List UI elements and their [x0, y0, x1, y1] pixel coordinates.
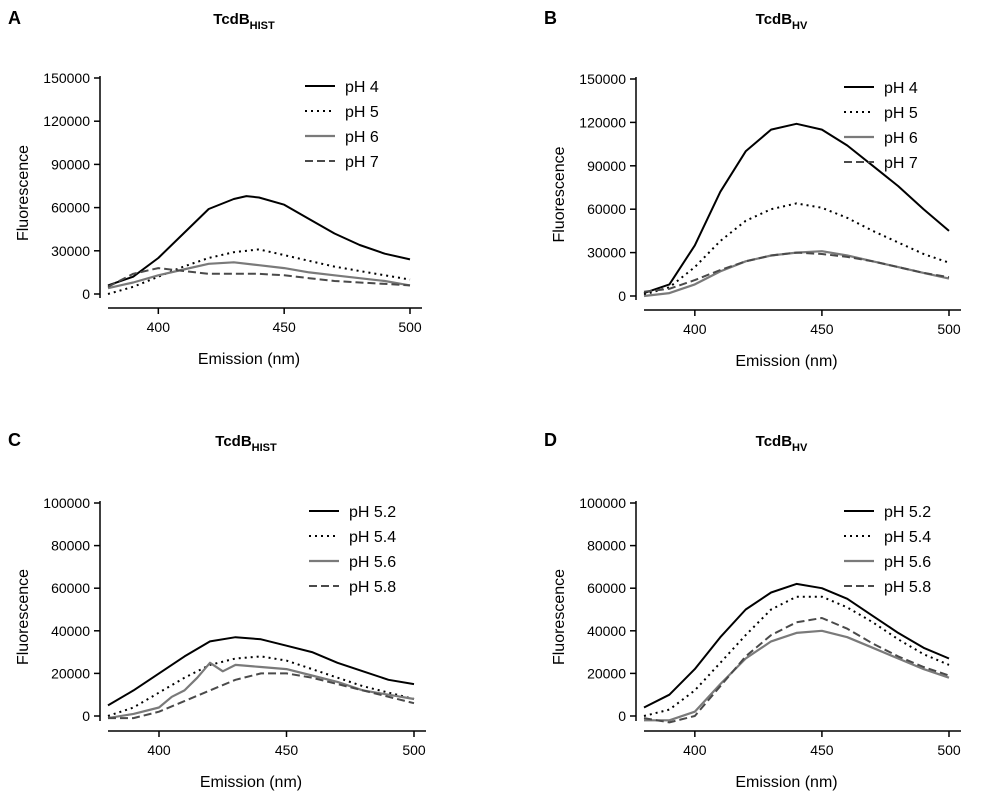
series-line: [643, 250, 950, 298]
x-tick-label: 450: [275, 742, 299, 758]
series-line: [643, 202, 950, 296]
series-line: [107, 248, 411, 295]
y-tick-label: 80000: [51, 538, 90, 554]
panel-title-sub: HIST: [252, 442, 277, 454]
x-axis-title: Emission (nm): [735, 774, 837, 791]
y-tick-label: 60000: [587, 201, 626, 217]
x-tick-label: 500: [402, 742, 426, 758]
y-tick-label: 100000: [579, 495, 626, 511]
series-line: [107, 655, 415, 717]
legend-label: pH 5.8: [349, 579, 396, 596]
y-tick-label: 30000: [51, 243, 90, 259]
series-line: [643, 122, 950, 295]
legend-label: pH 5: [884, 105, 918, 122]
panel-title: TcdBHIST: [213, 11, 275, 32]
y-tick-label: 80000: [587, 538, 626, 554]
y-tick-label: 0: [618, 708, 626, 724]
x-axis-title: Emission (nm): [198, 351, 300, 368]
panel-title: TcdBHV: [756, 433, 808, 454]
panel-letter: C: [8, 430, 21, 450]
series-line: [107, 661, 415, 720]
panel-title-sub: HIST: [250, 20, 275, 32]
x-axis-title: Emission (nm): [200, 774, 302, 791]
x-tick-label: 450: [810, 321, 834, 337]
x-tick-label: 500: [398, 319, 422, 335]
x-tick-label: 450: [810, 742, 834, 758]
y-tick-label: 150000: [43, 70, 90, 86]
panel-title-sub: HV: [792, 442, 808, 454]
x-tick-label: 400: [683, 742, 707, 758]
x-tick-label: 500: [937, 742, 961, 758]
panel-a: A TcdBHIST 0 30000 60000 90000 120000 150000 400…: [8, 8, 422, 368]
x-tick-label: 500: [937, 321, 961, 337]
y-tick-label: 40000: [587, 623, 626, 639]
legend-label: pH 5.2: [349, 504, 396, 521]
legend-label: pH 4: [345, 79, 379, 96]
legend-label: pH 5: [345, 104, 379, 121]
panel-title: TcdBHIST: [215, 433, 277, 454]
y-tick-label: 90000: [51, 156, 90, 172]
x-axis-title: Emission (nm): [735, 353, 837, 370]
x-tick-label: 400: [147, 742, 171, 758]
panel-c: C TcdBHIST 0 20000 40000 60000 80000 100000 400 4…: [8, 430, 426, 791]
legend-label: pH 5.8: [884, 579, 931, 596]
panel-title: TcdBHV: [756, 11, 808, 32]
y-tick-label: 120000: [579, 114, 626, 130]
series-line: [644, 629, 950, 722]
panel-title-main: TcdB: [756, 433, 793, 450]
series-line: [107, 195, 411, 287]
panel-letter: D: [544, 430, 557, 450]
legend-label: pH 5.4: [884, 529, 931, 546]
y-tick-label: 100000: [43, 495, 90, 511]
y-tick-label: 40000: [51, 623, 90, 639]
panel-letter: B: [544, 8, 557, 28]
x-tick-label: 400: [683, 321, 707, 337]
y-tick-label: 20000: [587, 665, 626, 681]
series-line: [643, 582, 950, 709]
y-tick-label: 60000: [51, 200, 90, 216]
y-axis-title: Fluorescence: [15, 145, 32, 241]
panel-letter: A: [8, 8, 21, 28]
legend-label: pH 7: [345, 154, 379, 171]
legend-label: pH 5.2: [884, 504, 931, 521]
y-tick-label: 20000: [51, 665, 90, 681]
legend-label: pH 6: [345, 129, 379, 146]
legend-label: pH 6: [884, 130, 918, 147]
y-axis-title: Fluorescence: [15, 569, 32, 665]
legend-label: pH 5.6: [884, 554, 931, 571]
panel-d: D TcdBHV 0 20000 40000 60000 80000 100000 400 450…: [544, 430, 961, 791]
legend-label: pH 7: [884, 155, 918, 172]
series-line: [643, 617, 950, 724]
y-tick-label: 0: [82, 708, 90, 724]
legend-label: pH 5.4: [349, 529, 396, 546]
y-axis-title: Fluorescence: [551, 146, 568, 242]
series-line: [107, 636, 415, 707]
y-tick-label: 120000: [43, 113, 90, 129]
x-tick-label: 400: [147, 319, 171, 335]
y-tick-label: 90000: [587, 158, 626, 174]
y-axis-title: Fluorescence: [551, 569, 568, 665]
legend-label: pH 4: [884, 80, 918, 97]
panel-title-sub: HV: [792, 20, 808, 32]
series-line: [643, 251, 950, 293]
series-line: [643, 595, 950, 717]
x-tick-label: 450: [272, 319, 296, 335]
y-tick-label: 60000: [587, 580, 626, 596]
panel-title-main: TcdB: [213, 11, 250, 28]
series-line: [108, 672, 415, 720]
y-tick-label: 0: [618, 288, 626, 304]
panel-b: B TcdBHV 0 30000 60000 90000 120000 150000 400 45…: [544, 8, 961, 370]
y-tick-label: 150000: [579, 71, 626, 87]
legend-label: pH 5.6: [349, 554, 396, 571]
y-tick-label: 30000: [587, 245, 626, 261]
y-tick-label: 60000: [51, 580, 90, 596]
panel-title-main: TcdB: [756, 11, 793, 28]
series-line: [107, 267, 411, 288]
y-tick-label: 0: [82, 286, 90, 302]
panel-title-main: TcdB: [215, 433, 252, 450]
series-line: [107, 261, 411, 290]
